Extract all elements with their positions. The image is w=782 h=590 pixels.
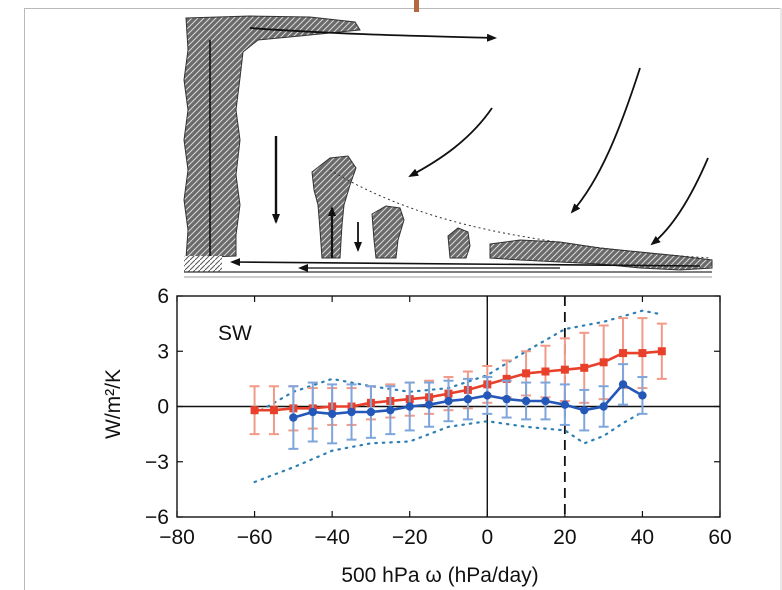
panel-label: SW: [218, 322, 252, 345]
x-tick-label: −20: [392, 526, 428, 549]
data-point: [502, 394, 511, 404]
data-point: [269, 406, 278, 415]
y-tick-label: −3: [145, 451, 169, 474]
congestus-cloud: [311, 155, 357, 259]
y-tick-label: 0: [157, 396, 169, 419]
circulation-schematic: [183, 15, 713, 278]
sw-feedback-plot: −80 −60 −40 −20 0 20 40 60 −6 −3 0 3 6 SW 500 hPa ω …: [102, 285, 732, 587]
data-point: [366, 407, 376, 417]
lower-spread-bound: [253, 410, 644, 484]
axis-ticks: −80 −60 −40 −20 0 20 40 60 −6 −3 0 3 6: [145, 285, 732, 549]
page-edge: [780, 8, 782, 590]
cumulus-cloud-small: [447, 227, 471, 259]
data-point: [560, 365, 569, 374]
data-point: [657, 347, 666, 356]
surface-hatch: [184, 256, 222, 272]
data-point: [580, 363, 589, 372]
series-layer: [249, 317, 667, 450]
y-tick-label: 3: [157, 340, 169, 363]
data-point: [386, 405, 395, 415]
series-line: [254, 350, 662, 412]
data-point: [308, 407, 317, 417]
data-point: [560, 400, 570, 409]
inversion-line: [329, 169, 711, 259]
x-tick-label: −40: [314, 526, 350, 549]
data-point: [502, 374, 511, 383]
y-tick-label: −6: [145, 506, 169, 529]
x-tick-label: 20: [553, 526, 576, 549]
x-tick-label: −80: [159, 526, 195, 549]
outflow-arrow: [249, 27, 497, 42]
x-tick-label: 40: [631, 526, 654, 549]
data-point: [638, 349, 647, 358]
descent-arrow-2: [570, 67, 641, 214]
return-flow-arrow: [230, 258, 701, 267]
data-point: [541, 396, 550, 406]
y-tick-label: 6: [157, 285, 169, 308]
data-point: [580, 405, 589, 415]
descent-arrow-3: [650, 157, 709, 246]
y-axis-label: W/m²/K: [102, 369, 125, 439]
series-blue: [288, 363, 648, 450]
data-point: [599, 358, 608, 367]
data-point: [599, 402, 608, 411]
data-point: [541, 367, 550, 376]
page-frame: [24, 8, 782, 590]
data-point: [444, 396, 453, 406]
data-point: [405, 402, 414, 411]
x-tick-label: −60: [237, 526, 273, 549]
data-point: [327, 409, 337, 419]
data-point: [618, 380, 628, 389]
data-point: [347, 407, 356, 417]
data-point: [483, 391, 492, 400]
data-point: [424, 400, 434, 409]
data-point: [619, 349, 628, 358]
x-axis-label: 500 hPa ω (hPa/day): [341, 564, 538, 587]
data-point: [463, 394, 473, 404]
x-tick-label: 60: [708, 526, 731, 549]
data-point: [250, 406, 259, 415]
deep-convection-cloud: [183, 15, 361, 259]
data-point: [638, 391, 647, 400]
data-point: [522, 369, 531, 378]
top-accent-bar: [414, 0, 419, 12]
data-point: [521, 396, 531, 406]
spread-bounds: [253, 309, 663, 484]
data-point: [289, 413, 298, 422]
x-tick-label: 0: [481, 526, 493, 549]
descent-arrow-1: [408, 107, 493, 177]
cumulus-cloud: [371, 205, 405, 259]
